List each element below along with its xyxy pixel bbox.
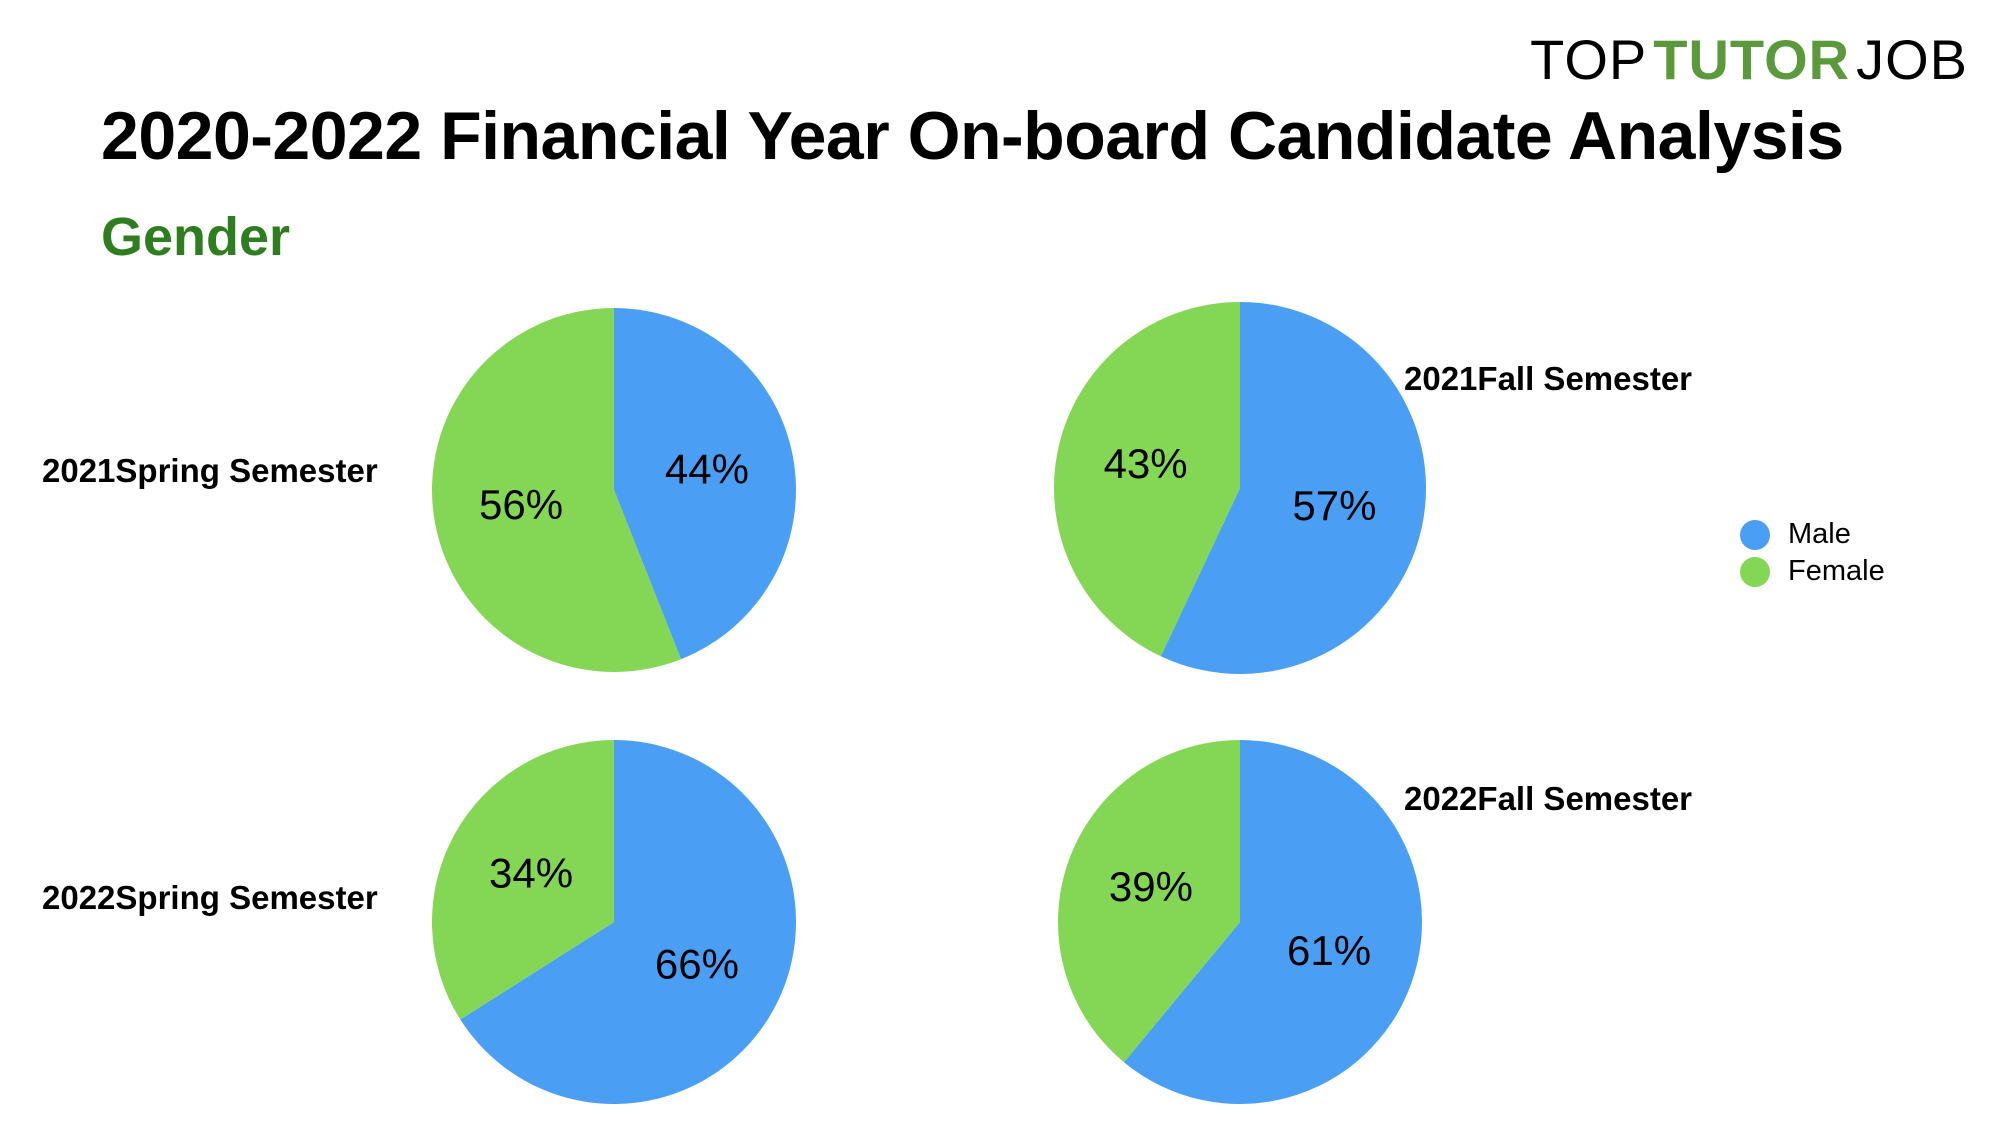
- pie-slice-female: [432, 740, 614, 1020]
- legend-label-female: Female: [1788, 555, 1885, 587]
- section-subtitle: Gender: [101, 207, 291, 267]
- pie-slice-label-male: 57%: [1292, 482, 1376, 529]
- logo: TOP TUTOR JOB: [1530, 32, 1968, 88]
- pie-chart-2022-fall: 61% 39%: [1058, 740, 1422, 1104]
- legend-label-male: Male: [1788, 518, 1851, 550]
- pie-slice-female: [1054, 301, 1240, 657]
- pie-slice-male: [1123, 740, 1422, 1104]
- pie-slice-male: [614, 308, 797, 660]
- pie-label-2022-spring: 2022Spring Semester: [42, 879, 378, 916]
- logo-part-top: TOP: [1530, 28, 1648, 91]
- logo-part-job: JOB: [1856, 28, 1968, 91]
- pie-slice-label-female: 39%: [1109, 863, 1193, 910]
- legend-swatch-female: [1740, 556, 1770, 587]
- pie-slice-label-female: 56%: [479, 481, 563, 528]
- pie-chart-2021-fall: 57% 43%: [1054, 301, 1426, 674]
- pie-slice-male: [460, 740, 796, 1104]
- pie-chart-2021-spring: 44% 56%: [432, 308, 797, 672]
- pie-slice-female: [432, 308, 681, 672]
- pie-slice-label-male: 61%: [1287, 927, 1371, 974]
- pie-slice-label-male: 66%: [655, 941, 739, 988]
- logo-part-tutor: TUTOR: [1653, 28, 1851, 91]
- pie-label-2021-fall: 2021Fall Semester: [1404, 360, 1693, 397]
- pie-slice-label-male: 44%: [665, 445, 749, 492]
- legend-item-female: Female: [1740, 553, 1885, 590]
- legend-swatch-male: [1740, 519, 1770, 550]
- pie-slice-label-female: 34%: [489, 850, 573, 897]
- page-title: 2020-2022 Financial Year On-board Candid…: [101, 98, 1844, 174]
- pie-slice-male: [1160, 302, 1426, 674]
- pie-chart-2022-spring: 66% 34%: [432, 740, 796, 1104]
- legend: Male Female: [1740, 516, 1885, 590]
- pie-label-2022-fall: 2022Fall Semester: [1404, 780, 1693, 817]
- legend-item-male: Male: [1740, 516, 1885, 553]
- pie-label-2021-spring: 2021Spring Semester: [42, 452, 378, 489]
- pie-slice-label-female: 43%: [1104, 440, 1188, 487]
- pie-slice-female: [1058, 740, 1240, 1063]
